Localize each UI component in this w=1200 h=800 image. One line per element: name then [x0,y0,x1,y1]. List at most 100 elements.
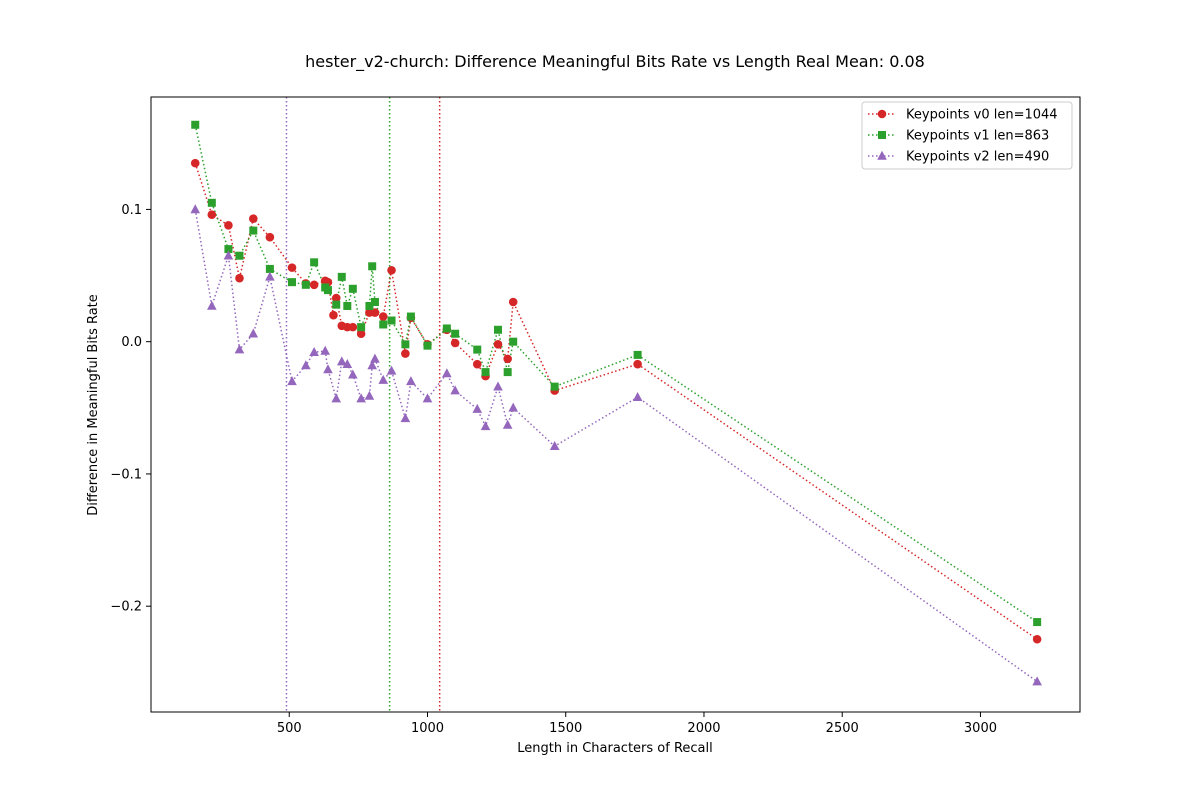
data-point-s1-15 [357,323,366,332]
data-point-s1-20 [387,316,396,325]
data-point-s2-6 [287,376,297,386]
legend-entry-label: Keypoints v1 len=863 [906,129,1049,144]
data-point-s1-6 [288,278,297,287]
data-point-s0-18 [370,308,380,317]
data-point-s0-8 [309,280,319,290]
legend-marker-2 [877,150,887,160]
data-point-s1-7 [301,280,310,289]
plot-frame [150,96,1081,713]
data-point-s2-14 [348,369,358,379]
x-axis-label: Length in Characters of Recall [517,741,713,756]
data-point-s2-2 [223,250,234,260]
data-point-s2-31 [549,440,560,450]
data-point-s0-1 [207,210,217,220]
data-point-s0-26 [472,359,482,369]
data-point-s1-18 [370,298,379,306]
legend-box [861,101,1073,170]
chart-title: hester_v2-church: Difference Meaningful … [305,52,925,72]
data-point-s2-4 [248,328,259,338]
data-point-s1-29 [503,368,512,377]
data-point-s2-16 [364,390,375,400]
data-point-s1-19 [379,320,388,329]
data-point-s2-10 [323,364,333,374]
data-point-s1-25 [451,329,460,338]
legend-entry-label: Keypoints v2 len=490 [906,150,1049,165]
data-point-s2-13 [342,358,353,368]
data-point-s2-25 [450,385,460,395]
data-point-s2-19 [378,374,389,384]
data-point-s0-30 [508,297,518,307]
data-point-s1-23 [423,341,432,350]
plot-clipped-group [190,97,1042,712]
x-tick-label: 1500 [549,721,582,736]
data-point-s0-11 [329,310,338,320]
x-tick-label: 2000 [687,721,720,736]
data-point-s0-33 [1032,634,1042,644]
data-point-s1-12 [337,272,346,281]
data-point-s0-2 [224,220,233,230]
plot-area [190,97,1042,712]
data-point-s0-19 [378,312,388,321]
x-tick-label: 2500 [826,721,859,736]
data-point-s2-17 [367,360,377,370]
data-point-s1-31 [550,382,559,391]
legend-marker-0 [877,109,887,119]
data-point-s1-8 [310,258,319,267]
data-point-s1-27 [481,368,490,377]
data-point-s2-22 [406,376,416,386]
data-point-s1-32 [633,350,642,359]
data-point-s0-20 [387,265,396,275]
data-point-s0-3 [235,273,244,283]
data-point-s1-11 [332,300,341,309]
data-point-s1-14 [348,284,357,293]
data-point-s2-1 [207,300,217,310]
y-axis-label: Difference in Meaningful Bits Rate [86,294,101,516]
axes: 500 1000 1500 2000 2500 3000 −0.2 −0.1 0.0 0.1 [110,203,997,736]
data-point-s1-4 [249,226,258,235]
legend-marker-1 [878,131,886,139]
data-point-s0-28 [493,340,503,349]
y-tick-label: −0.1 [110,467,142,482]
x-tick-label: 500 [277,721,302,736]
data-point-s0-5 [265,232,275,242]
data-point-s1-3 [235,251,244,260]
data-point-s1-30 [509,337,518,346]
data-point-s0-25 [450,338,460,348]
y-tick-label: −0.2 [110,600,142,615]
data-point-s0-29 [503,354,512,364]
data-point-s2-20 [386,365,397,375]
data-point-s2-28 [493,381,503,391]
data-point-s2-30 [508,402,518,412]
data-point-s0-21 [401,349,410,358]
series-line-1 [194,124,1038,623]
data-point-s2-33 [1032,676,1042,686]
data-point-s0-6 [287,263,297,272]
data-point-s2-5 [265,271,275,281]
data-point-s2-32 [632,392,643,402]
data-point-s1-22 [406,312,415,321]
data-point-s0-32 [633,359,642,369]
data-point-s1-26 [473,345,482,354]
data-point-s2-7 [301,360,311,370]
data-point-s2-12 [336,356,347,366]
data-point-s2-0 [190,204,201,214]
data-point-s0-0 [190,158,200,168]
data-point-s0-4 [249,214,258,223]
data-point-s2-9 [320,345,330,355]
data-point-s2-23 [422,393,433,403]
data-point-s2-26 [472,403,483,413]
y-tick-label: 0.1 [121,203,142,218]
data-point-s2-29 [502,419,513,429]
data-point-s2-15 [356,393,366,403]
data-point-s2-11 [331,393,342,403]
data-point-s2-8 [309,347,319,357]
data-point-s1-24 [442,324,451,333]
data-point-s2-3 [234,344,245,354]
data-point-s1-28 [493,325,502,334]
data-point-s2-24 [442,368,452,378]
data-point-s1-10 [323,286,332,295]
data-point-s1-33 [1033,618,1042,627]
x-tick-label: 3000 [964,721,997,736]
